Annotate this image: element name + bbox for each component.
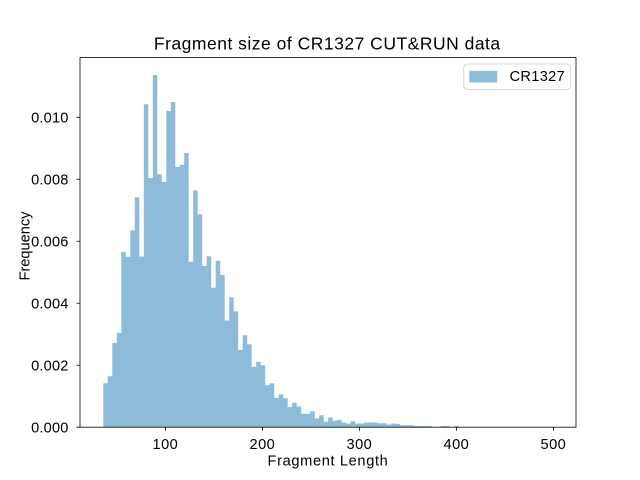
- svg-text:0.008: 0.008: [31, 173, 69, 189]
- svg-text:0.000: 0.000: [31, 420, 69, 436]
- svg-text:100: 100: [153, 437, 179, 453]
- svg-text:500: 500: [541, 437, 567, 453]
- svg-text:0.006: 0.006: [31, 235, 69, 251]
- svg-text:0.002: 0.002: [31, 358, 69, 374]
- svg-text:Fragment Length: Fragment Length: [268, 453, 389, 469]
- svg-text:CR1327: CR1327: [510, 69, 565, 85]
- svg-text:200: 200: [250, 437, 276, 453]
- svg-text:Frequency: Frequency: [17, 211, 33, 281]
- svg-text:0.004: 0.004: [31, 296, 69, 312]
- svg-text:Fragment size of CR1327 CUT&RU: Fragment size of CR1327 CUT&RUN data: [154, 33, 501, 53]
- svg-text:300: 300: [347, 437, 373, 453]
- svg-text:400: 400: [444, 437, 470, 453]
- svg-text:0.010: 0.010: [31, 111, 69, 127]
